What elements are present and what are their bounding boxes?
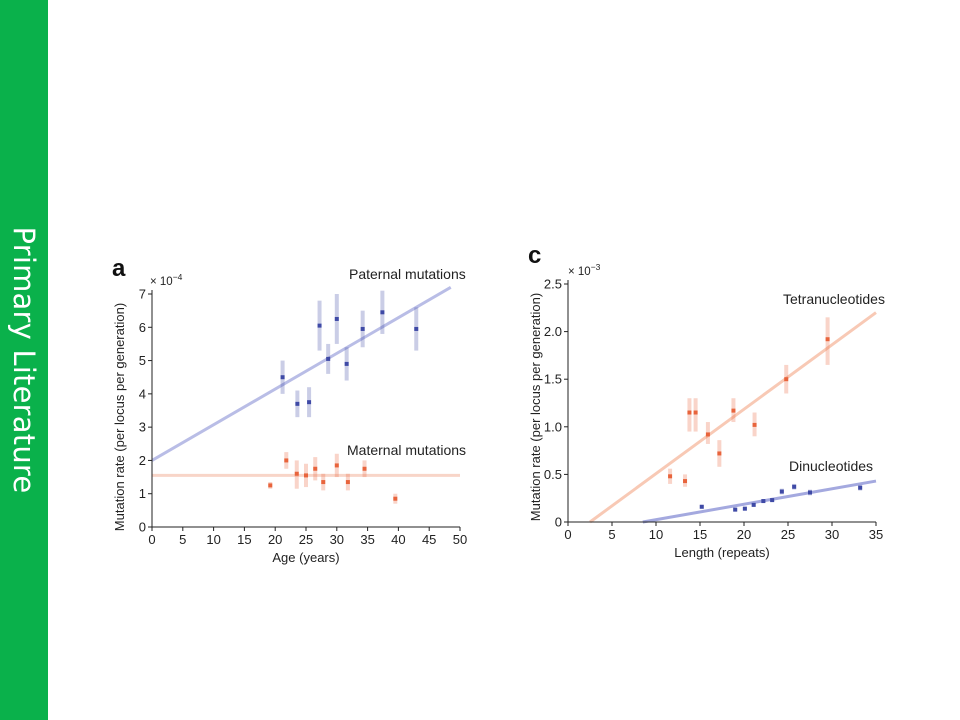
x-tick-label: 15: [693, 527, 707, 542]
data-point: [808, 490, 812, 495]
data-point: [313, 466, 318, 471]
y-tick-label: 2.5: [544, 277, 562, 292]
data-point: [295, 401, 300, 406]
x-tick-label: 5: [608, 527, 615, 542]
x-tick-label: 0: [564, 527, 571, 542]
y-axis-multiplier: × 10−4: [150, 272, 183, 288]
data-point: [334, 463, 339, 468]
data-point: [344, 361, 349, 366]
x-tick-label: 35: [869, 527, 883, 542]
y-tick-label: 0: [139, 520, 146, 535]
y-tick-label: 1.0: [544, 419, 562, 434]
sidebar-band: Primary Literature: [0, 0, 48, 720]
data-point: [699, 504, 704, 509]
data-point: [693, 410, 698, 415]
data-point: [280, 375, 285, 380]
y-tick-label: 4: [139, 386, 146, 401]
x-tick-label: 25: [781, 527, 795, 542]
data-point: [345, 480, 350, 485]
x-axis-label: Age (years): [272, 550, 339, 565]
x-tick-label: 25: [299, 532, 313, 547]
x-tick-label: 35: [360, 532, 374, 547]
y-tick-label: 2: [139, 453, 146, 468]
data-point: [683, 479, 688, 484]
y-tick-label: 1.5: [544, 372, 562, 387]
data-point: [284, 458, 289, 463]
fit-line-0: [589, 311, 877, 524]
data-point: [858, 485, 863, 490]
data-point: [326, 356, 331, 361]
y-tick-label: 7: [139, 287, 146, 302]
x-tick-label: 30: [330, 532, 344, 547]
series-label: Dinucleotides: [789, 458, 873, 474]
y-axis-label: Mutation rate (per locus per generation): [112, 303, 127, 531]
data-point: [705, 432, 710, 437]
fit-line-1: [642, 479, 877, 524]
data-point: [414, 326, 419, 331]
data-point: [717, 451, 722, 456]
data-point: [784, 377, 789, 382]
data-point: [687, 410, 692, 415]
panel-letter: a: [112, 255, 126, 282]
chart-panel-c: c × 10−3 0 5 10 15 20 25 30 35 0 0.5 1.0 1.5 2.0 2.5 Len…: [528, 242, 885, 560]
x-tick-label: 5: [179, 532, 186, 547]
data-point: [360, 326, 365, 331]
x-tick-label: 20: [737, 527, 751, 542]
data-point: [752, 422, 757, 427]
y-tick-label: 6: [139, 320, 146, 335]
series-label: Paternal mutations: [349, 266, 466, 282]
y-tick-label: 0: [555, 515, 562, 530]
data-point: [393, 496, 398, 501]
data-point: [380, 310, 385, 315]
x-tick-label: 50: [453, 532, 467, 547]
series-label: Maternal mutations: [347, 442, 466, 458]
panel-letter: c: [528, 242, 541, 269]
data-point: [825, 337, 830, 342]
data-point: [792, 484, 797, 489]
y-axis-multiplier: × 10−3: [568, 262, 601, 278]
fit-line-0: [151, 286, 452, 462]
y-tick-label: 5: [139, 353, 146, 368]
data-point: [761, 499, 766, 504]
data-point: [731, 408, 736, 413]
x-tick-label: 45: [422, 532, 436, 547]
y-tick-label: 0.5: [544, 467, 562, 482]
data-point: [268, 483, 273, 488]
x-tick-label: 10: [649, 527, 663, 542]
series-label: Tetranucleotides: [783, 291, 885, 307]
y-tick-label: 2.0: [544, 324, 562, 339]
data-point: [770, 498, 775, 503]
y-tick-label: 1: [139, 486, 146, 501]
data-point: [733, 507, 738, 512]
data-point: [317, 323, 322, 328]
x-tick-label: 30: [825, 527, 839, 542]
x-tick-label: 20: [268, 532, 282, 547]
error-bar: [693, 398, 698, 432]
data-point: [668, 474, 673, 479]
data-point: [321, 480, 326, 485]
y-axis-label: Mutation rate (per locus per generation): [528, 293, 543, 521]
data-point: [751, 502, 756, 507]
data-point: [742, 506, 747, 511]
y-tick-label: 3: [139, 420, 146, 435]
x-tick-label: 15: [237, 532, 251, 547]
x-axis-label: Length (repeats): [674, 545, 769, 560]
data-point: [294, 471, 299, 476]
x-tick-label: 10: [206, 532, 220, 547]
data-point: [362, 466, 367, 471]
error-bar: [687, 398, 692, 432]
data-point: [334, 316, 339, 321]
x-tick-label: 40: [391, 532, 405, 547]
x-tick-label: 0: [148, 532, 155, 547]
data-point: [307, 400, 312, 405]
data-point: [304, 473, 308, 478]
data-point: [779, 489, 784, 494]
